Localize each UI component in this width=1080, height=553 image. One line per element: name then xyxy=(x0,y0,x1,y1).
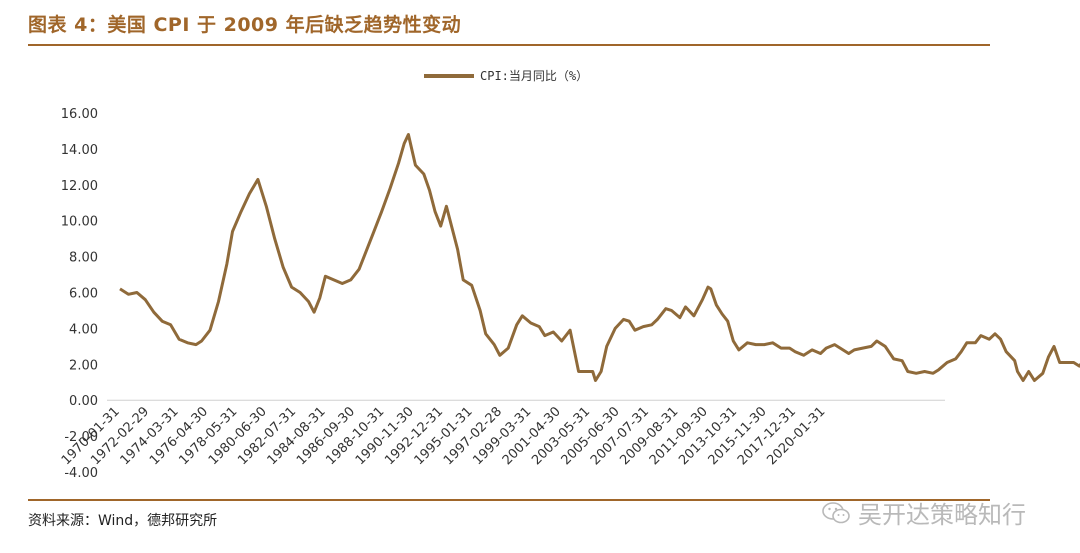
y-tick-label: 10.00 xyxy=(61,215,98,230)
wechat-icon xyxy=(822,501,850,523)
header-rule xyxy=(28,44,990,46)
y-tick-label: 12.00 xyxy=(61,179,98,194)
x-axis-ticks: 1970-01-311972-02-291974-03-311976-04-30… xyxy=(59,404,829,468)
legend-label: CPI:当月同比（%） xyxy=(480,69,588,83)
y-tick-label: 16.00 xyxy=(61,107,98,122)
page-title: 图表 4：美国 CPI 于 2009 年后缺乏趋势性变动 xyxy=(28,14,462,36)
y-tick-label: 4.00 xyxy=(69,322,98,337)
y-tick-label: -2.00 xyxy=(64,430,98,445)
y-tick-label: 6.00 xyxy=(69,287,98,302)
watermark-text: 吴开达策略知行 xyxy=(858,501,1026,529)
y-tick-label: 2.00 xyxy=(69,358,98,373)
source-note: 资料来源：Wind，德邦研究所 xyxy=(28,513,218,529)
y-tick-label: 8.00 xyxy=(69,251,98,266)
y-axis-ticks: -4.00 -2.00 0.00 2.00 4.00 6.00 8.00 10.00 12.00… xyxy=(61,107,98,481)
footer-rule xyxy=(28,499,990,501)
y-tick-label: 14.00 xyxy=(61,143,98,158)
cpi-series-line xyxy=(119,133,1080,382)
y-tick-label: 0.00 xyxy=(69,394,98,409)
watermark: 吴开达策略知行 xyxy=(822,495,1026,530)
legend: CPI:当月同比（%） xyxy=(424,69,588,83)
y-tick-label: -4.00 xyxy=(64,466,98,481)
